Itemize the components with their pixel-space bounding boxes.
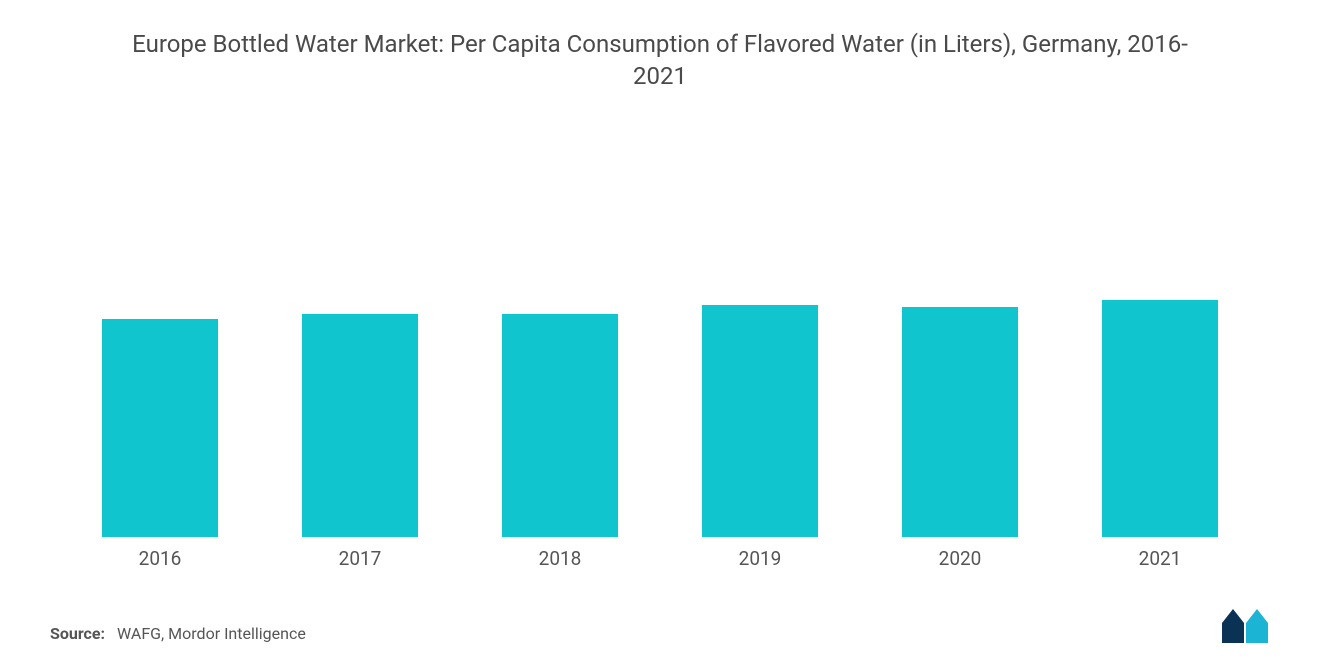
- bar-group: [660, 117, 860, 537]
- bar-group: [1060, 117, 1260, 537]
- x-axis-label: 2019: [660, 547, 860, 570]
- bar: [902, 307, 1018, 537]
- bar-group: [260, 117, 460, 537]
- bar-group: [460, 117, 660, 537]
- source-text: WAFG, Mordor Intelligence: [117, 624, 306, 643]
- bar: [702, 305, 818, 537]
- source-citation: Source: WAFG, Mordor Intelligence: [50, 624, 306, 643]
- chart-container: Europe Bottled Water Market: Per Capita …: [0, 0, 1320, 665]
- x-axis-labels: 201620172018201920202021: [50, 537, 1270, 570]
- x-axis-label: 2021: [1060, 547, 1260, 570]
- plot-area: [50, 117, 1270, 537]
- bar-group: [860, 117, 1060, 537]
- x-axis-label: 2020: [860, 547, 1060, 570]
- chart-title: Europe Bottled Water Market: Per Capita …: [130, 28, 1190, 93]
- x-axis-label: 2018: [460, 547, 660, 570]
- chart-footer: Source: WAFG, Mordor Intelligence: [50, 609, 1270, 643]
- x-axis-label: 2016: [60, 547, 260, 570]
- x-axis-label: 2017: [260, 547, 460, 570]
- bar: [1102, 300, 1218, 537]
- bar-group: [60, 117, 260, 537]
- bar: [302, 314, 418, 536]
- bar: [502, 314, 618, 536]
- mordor-logo-icon: [1222, 609, 1270, 643]
- bar: [102, 319, 218, 536]
- source-label: Source:: [50, 624, 105, 643]
